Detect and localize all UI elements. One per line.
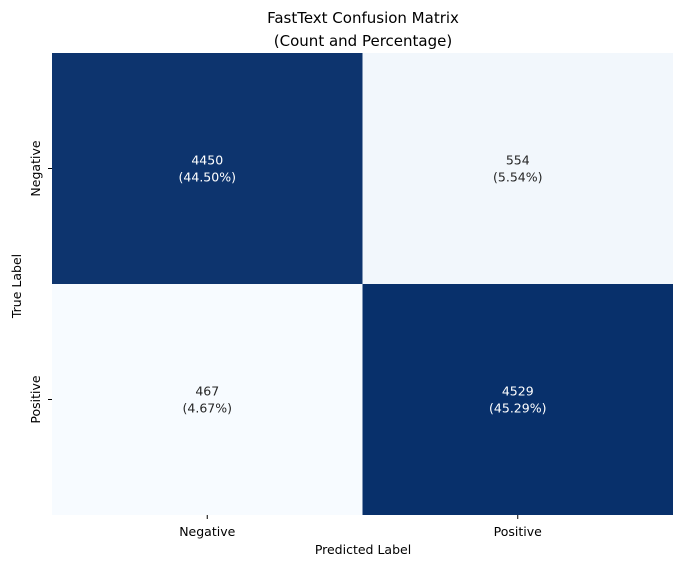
cell-percentage-label: (45.29%) — [489, 401, 546, 416]
cell-percentage-label: (44.50%) — [179, 170, 236, 185]
heatmap-cell-positive-negative — [52, 284, 363, 515]
heatmap-cell-positive-positive — [362, 284, 673, 515]
y-tick-label-positive: Positive — [28, 375, 43, 423]
x-tick-label-negative: Negative — [179, 524, 235, 539]
cell-count-label: 554 — [506, 153, 530, 168]
y-axis-label: True Label — [9, 254, 24, 319]
cell-percentage-label: (4.67%) — [183, 401, 232, 416]
chart-title: FastText Confusion Matrix — [267, 9, 459, 27]
cell-percentage-label: (5.54%) — [493, 170, 542, 185]
cell-count-label: 467 — [195, 384, 219, 399]
axis-ticks: Negative Positive Negative Positive — [28, 140, 542, 539]
y-tick-label-negative: Negative — [28, 140, 43, 196]
chart-subtitle: (Count and Percentage) — [274, 32, 452, 50]
x-axis-label: Predicted Label — [315, 542, 411, 557]
x-tick-label-positive: Positive — [494, 524, 542, 539]
heatmap-cell-negative-positive — [362, 53, 673, 284]
heatmap-cells — [52, 53, 673, 515]
cell-annotations: 4450 (44.50%) 554 (5.54%) 467 (4.67%) 4529 (45.… — [179, 153, 547, 416]
cell-count-label: 4450 — [191, 153, 223, 168]
cell-count-label: 4529 — [502, 384, 534, 399]
heatmap-cell-negative-negative — [52, 53, 363, 284]
